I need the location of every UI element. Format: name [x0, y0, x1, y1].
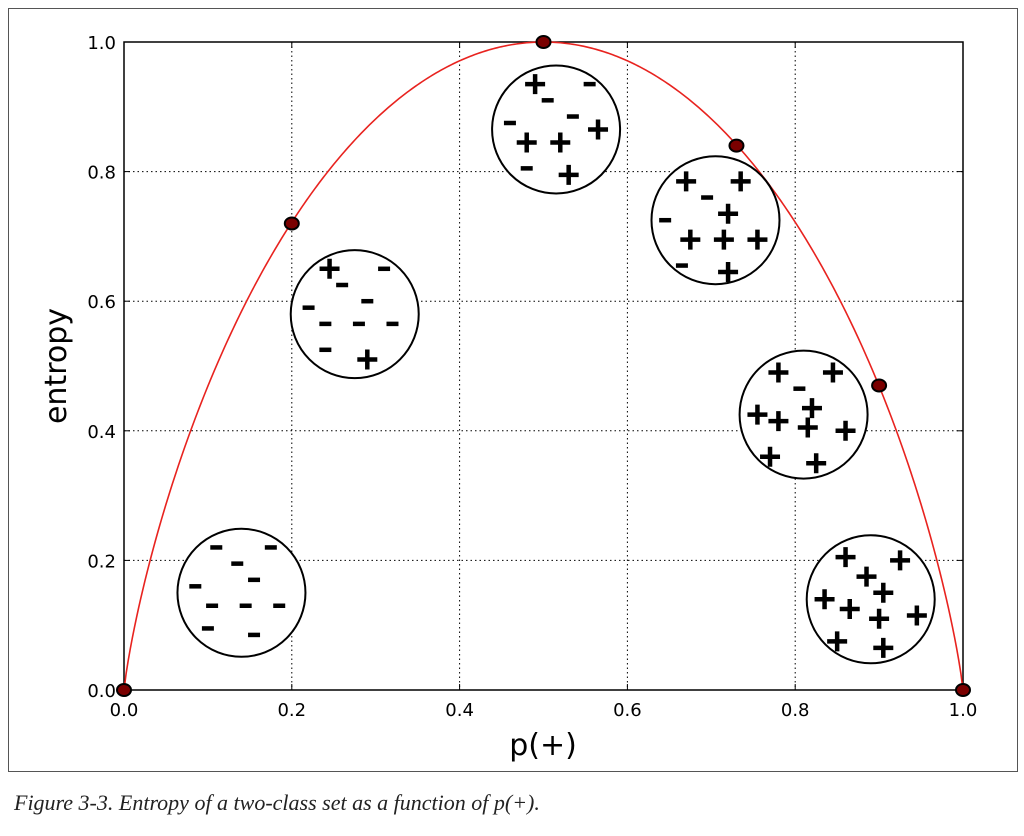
x-tick-label: 0.6	[613, 700, 642, 721]
sample-set-circle-group	[738, 349, 869, 480]
sample-set-circle-group	[650, 155, 781, 286]
data-point	[955, 683, 971, 697]
plus-symbol	[588, 119, 609, 140]
tick-layer: 0.0 0.2 0.4 0.6 0.8 1.0 0.0 0.2 0.4 0.6 0.8 1.0	[87, 33, 977, 721]
plus-symbol	[873, 637, 894, 658]
plus-symbol	[869, 608, 890, 629]
plus-symbol	[760, 446, 781, 467]
x-tick-label: 1.0	[949, 700, 978, 721]
plus-symbol	[747, 229, 768, 250]
sample-set-circle-group	[176, 527, 307, 658]
plus-symbol	[680, 229, 701, 250]
y-tick-label: 0.6	[87, 292, 116, 313]
data-point	[535, 35, 552, 49]
point-layer	[116, 35, 971, 697]
y-tick-label: 0.2	[87, 551, 116, 572]
figure-caption: Figure 3-3. Entropy of a two-class set a…	[14, 790, 540, 815]
x-axis-title: p(+)	[509, 728, 577, 763]
y-tick-label: 0.4	[87, 422, 116, 443]
y-axis-title: entropy	[39, 308, 74, 424]
plus-symbol	[525, 74, 546, 95]
sample-set-circle	[176, 527, 307, 658]
sample-set-circle	[491, 64, 622, 195]
y-tick-label: 1.0	[87, 33, 116, 54]
plus-symbol	[558, 164, 579, 185]
plus-symbol	[835, 547, 856, 568]
sample-set-circle-group	[289, 249, 420, 380]
plus-symbol	[768, 411, 789, 432]
plus-symbol	[730, 171, 751, 192]
x-tick-label: 0.8	[781, 700, 810, 721]
sample-set-circle-group	[491, 64, 622, 195]
sample-set-circle	[805, 534, 936, 665]
plus-symbol	[814, 589, 835, 610]
plus-symbol	[856, 566, 877, 587]
plus-symbol	[801, 398, 822, 419]
plus-symbol	[768, 362, 789, 383]
entropy-chart: 0.0 0.2 0.4 0.6 0.8 1.0 0.0 0.2 0.4 0.6 0.8 1.0 p(+…	[39, 33, 977, 763]
data-point	[728, 138, 745, 153]
x-tick-label: 0.2	[277, 700, 306, 721]
x-tick-label: 0.0	[110, 700, 139, 721]
plus-symbol	[873, 582, 894, 603]
data-point	[871, 378, 888, 393]
plus-symbol	[806, 453, 827, 474]
plus-symbol	[906, 605, 927, 626]
plus-symbol	[357, 349, 378, 370]
plus-symbol	[713, 229, 734, 250]
plus-symbol	[550, 132, 571, 153]
plus-symbol	[890, 550, 911, 571]
plus-symbol	[827, 631, 848, 652]
plus-symbol	[319, 258, 340, 279]
plus-symbol	[835, 420, 856, 441]
plus-symbol	[839, 599, 860, 619]
plus-symbol	[516, 132, 537, 153]
plus-symbol	[676, 171, 697, 192]
y-tick-label: 0.0	[87, 681, 116, 702]
sample-set-circle	[650, 155, 781, 286]
x-tick-label: 0.4	[445, 700, 474, 721]
annotation-layer	[176, 64, 936, 665]
plus-symbol	[718, 203, 739, 224]
sample-set-circle-group	[805, 534, 936, 665]
plus-symbol	[797, 417, 818, 438]
data-point	[116, 683, 132, 697]
plus-symbol	[718, 262, 739, 283]
sample-set-circle	[738, 349, 869, 480]
plus-symbol	[747, 404, 768, 425]
data-point	[283, 216, 300, 231]
y-tick-label: 0.8	[87, 163, 116, 184]
plus-symbol	[822, 362, 843, 383]
sample-set-circle	[289, 249, 420, 380]
